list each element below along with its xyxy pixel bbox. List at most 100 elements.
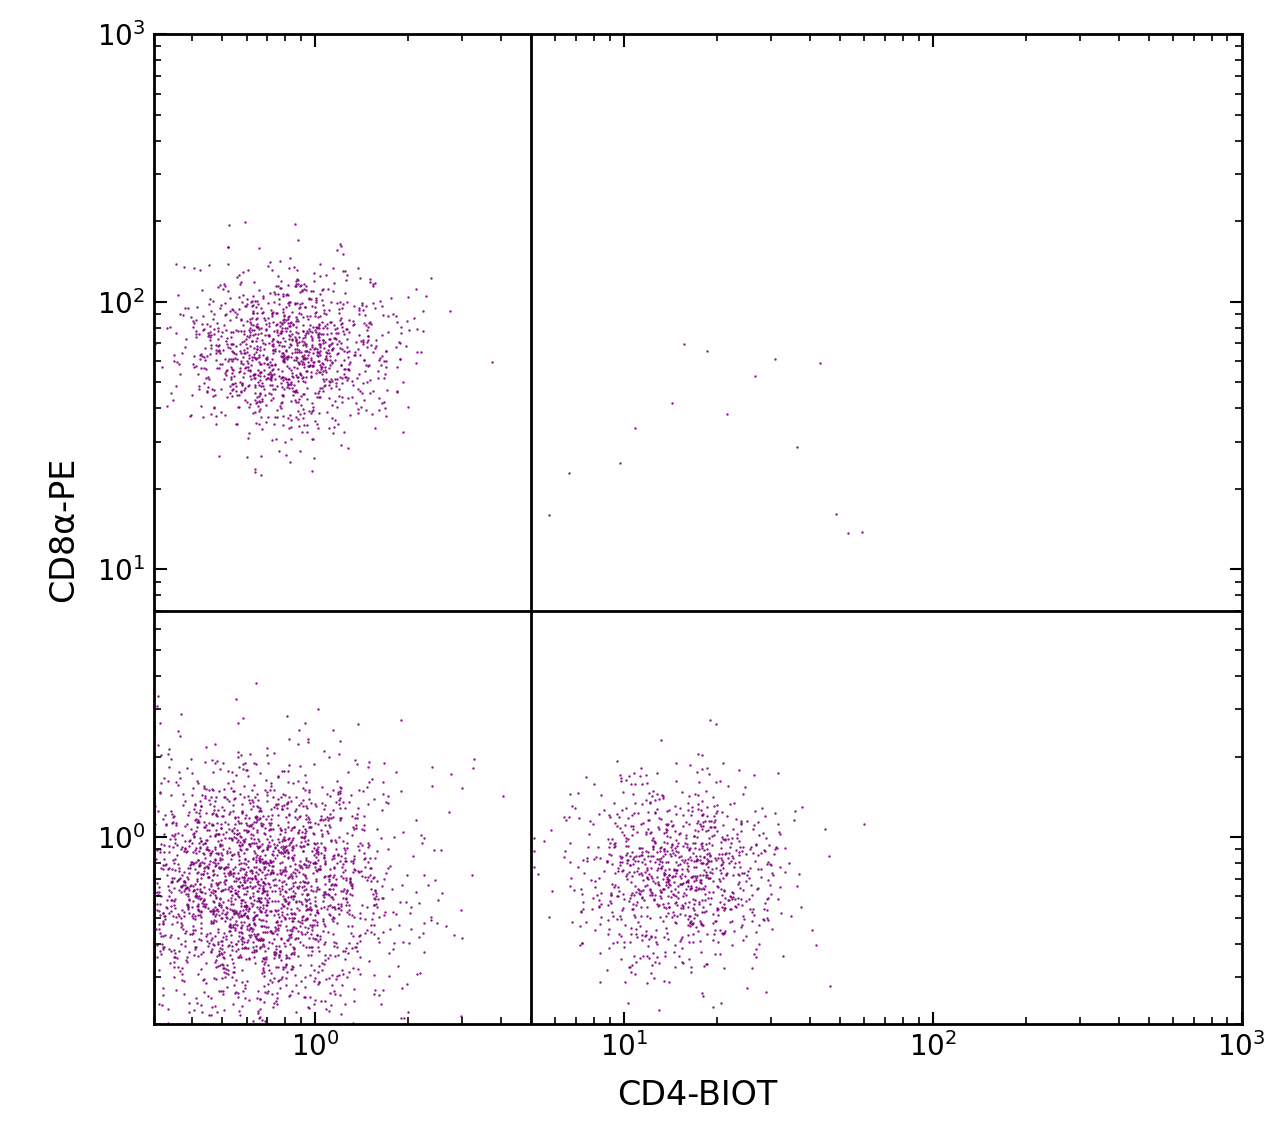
Point xyxy=(314,888,334,906)
Point xyxy=(280,833,301,851)
Point xyxy=(296,890,316,908)
Point xyxy=(239,926,260,945)
Point xyxy=(174,832,195,850)
Point xyxy=(337,882,357,900)
Point xyxy=(375,902,396,921)
Point xyxy=(465,750,485,768)
Point xyxy=(719,839,740,857)
Point xyxy=(723,849,744,867)
Point xyxy=(234,833,255,851)
Point xyxy=(253,882,274,900)
Point xyxy=(260,370,280,388)
Point xyxy=(329,809,349,827)
Point xyxy=(366,884,387,902)
Point xyxy=(376,793,397,811)
Point xyxy=(324,933,344,951)
Point xyxy=(261,902,282,921)
Point xyxy=(268,918,288,937)
Point xyxy=(330,778,351,797)
Point xyxy=(678,933,699,951)
Point xyxy=(225,942,246,960)
Point xyxy=(210,956,230,974)
Point xyxy=(233,901,253,920)
Point xyxy=(289,344,310,362)
Point xyxy=(282,905,302,923)
Point xyxy=(170,883,191,901)
Point xyxy=(143,808,164,826)
Point xyxy=(205,970,225,988)
Point xyxy=(312,811,333,830)
Point xyxy=(248,366,269,385)
Point xyxy=(312,357,333,376)
Point xyxy=(220,894,241,913)
Point xyxy=(178,859,198,877)
Point xyxy=(613,884,634,902)
Point xyxy=(346,816,366,834)
Point xyxy=(314,848,334,866)
Point xyxy=(801,921,822,939)
Point xyxy=(143,891,164,909)
Point xyxy=(143,971,164,989)
Point xyxy=(317,867,338,885)
Point xyxy=(282,361,302,379)
Point xyxy=(431,884,452,902)
Point xyxy=(196,739,216,757)
Point xyxy=(284,339,305,357)
Point xyxy=(143,860,164,879)
Point xyxy=(621,775,641,793)
Point xyxy=(224,366,244,385)
Point xyxy=(324,273,344,291)
Point xyxy=(406,280,426,298)
Point xyxy=(143,770,164,789)
Point xyxy=(238,991,259,1009)
Point xyxy=(663,902,684,921)
Point xyxy=(244,321,265,339)
Point xyxy=(173,972,193,990)
Point xyxy=(733,907,754,925)
Point xyxy=(376,343,397,361)
Point xyxy=(374,306,394,324)
Point xyxy=(284,930,305,948)
Point xyxy=(237,916,257,934)
Point xyxy=(307,361,328,379)
Point xyxy=(168,958,188,976)
Point xyxy=(218,937,238,955)
Point xyxy=(323,338,343,356)
Point xyxy=(301,297,321,315)
Point xyxy=(155,909,175,927)
Point xyxy=(348,299,369,318)
Point xyxy=(279,868,300,887)
Point xyxy=(658,869,678,888)
Point xyxy=(143,327,164,345)
Point xyxy=(205,826,225,844)
Point xyxy=(210,939,230,957)
Point xyxy=(283,939,303,957)
Point xyxy=(695,855,716,873)
Point xyxy=(269,915,289,933)
Point xyxy=(691,874,712,892)
Point xyxy=(364,790,384,808)
Point xyxy=(328,785,348,803)
Point xyxy=(685,881,705,899)
Point xyxy=(143,778,164,797)
Point xyxy=(170,704,191,723)
Point xyxy=(282,909,302,927)
Point xyxy=(252,303,273,321)
Point xyxy=(244,376,265,394)
Point xyxy=(367,819,388,838)
Point xyxy=(223,954,243,972)
Point xyxy=(271,822,292,840)
Point xyxy=(305,321,325,339)
Point xyxy=(568,783,589,801)
Point xyxy=(361,923,381,941)
Point xyxy=(205,851,225,869)
Point xyxy=(351,397,371,415)
Point xyxy=(248,791,269,809)
Point xyxy=(296,714,316,732)
Point xyxy=(282,959,302,978)
Point xyxy=(265,339,285,357)
Point xyxy=(713,816,733,834)
Point xyxy=(257,739,278,757)
Point xyxy=(218,352,238,370)
Point xyxy=(251,902,271,921)
